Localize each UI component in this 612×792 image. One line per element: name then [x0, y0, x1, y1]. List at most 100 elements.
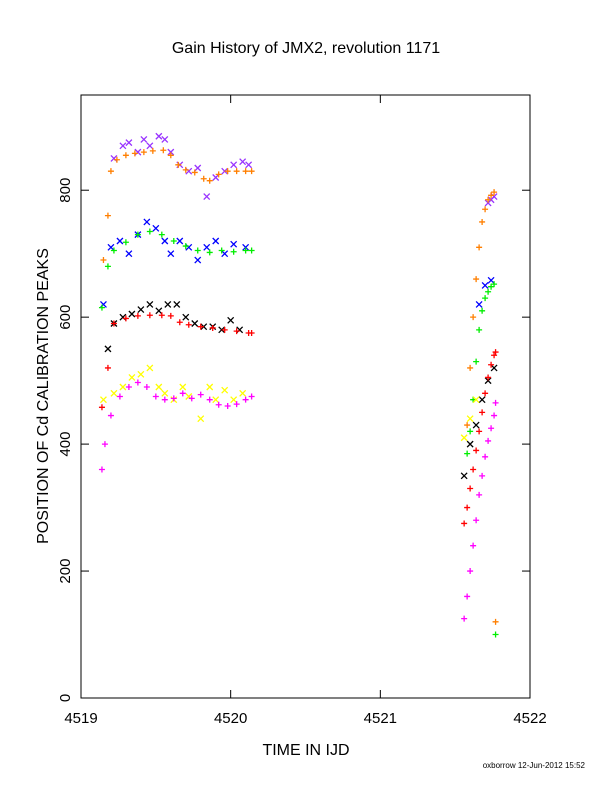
data-point	[104, 263, 111, 270]
data-point	[212, 174, 220, 181]
x-axis-label: TIME IN IJD	[262, 742, 349, 759]
data-point	[137, 370, 145, 378]
data-point	[134, 231, 141, 238]
data-point	[188, 395, 195, 402]
data-point	[191, 320, 199, 327]
data-point	[167, 148, 175, 156]
data-point	[161, 389, 169, 397]
data-point	[479, 218, 486, 225]
data-point	[191, 169, 198, 176]
series-3	[98, 228, 499, 638]
data-point	[194, 256, 202, 264]
data-point	[185, 167, 193, 175]
data-point	[242, 168, 249, 175]
data-point	[182, 243, 189, 250]
data-point	[155, 307, 163, 315]
data-point	[215, 171, 222, 178]
data-point	[134, 148, 142, 156]
data-point	[478, 396, 486, 404]
data-point	[464, 422, 471, 429]
data-point	[104, 345, 112, 353]
data-point	[110, 155, 118, 162]
data-point	[100, 257, 107, 264]
data-point	[206, 396, 213, 403]
series-1	[100, 147, 499, 625]
data-point	[485, 288, 492, 295]
x-tick-label: 4520	[214, 710, 247, 727]
data-point	[221, 386, 229, 394]
data-point	[206, 177, 213, 184]
data-point	[197, 323, 204, 330]
data-point	[107, 243, 115, 251]
data-point	[161, 135, 169, 143]
data-point	[492, 618, 499, 625]
data-point	[152, 393, 159, 400]
series-6	[99, 364, 480, 442]
data-point	[149, 147, 156, 154]
x-tick-label: 4519	[64, 710, 97, 727]
data-point	[170, 237, 177, 244]
data-point	[212, 396, 220, 404]
data-point	[203, 243, 211, 251]
data-point	[492, 349, 499, 356]
data-point	[472, 396, 480, 404]
data-point	[143, 383, 150, 390]
data-point	[242, 396, 249, 403]
data-point	[146, 228, 153, 235]
data-point	[473, 358, 480, 365]
data-point	[125, 383, 132, 390]
data-point	[248, 330, 255, 337]
data-point	[104, 212, 111, 219]
data-point	[479, 409, 486, 416]
data-point	[476, 491, 483, 498]
chart-title: Gain History of JMX2, revolution 1171	[172, 40, 440, 57]
data-point	[464, 593, 471, 600]
data-point	[218, 247, 225, 254]
data-point	[119, 313, 127, 321]
footer-stamp: oxborrow 12-Jun-2012 15:52	[483, 761, 586, 770]
data-point	[206, 249, 213, 256]
data-point	[128, 310, 136, 318]
data-point	[176, 237, 184, 245]
data-point	[98, 404, 105, 411]
data-point	[488, 425, 495, 432]
data-point	[125, 250, 133, 258]
data-point	[230, 396, 238, 404]
data-point	[182, 313, 190, 321]
data-point	[128, 373, 136, 381]
data-point	[460, 472, 468, 480]
data-point	[197, 391, 204, 398]
data-point	[476, 244, 483, 251]
data-point	[107, 412, 114, 419]
series-2	[99, 218, 495, 308]
data-point	[185, 243, 193, 251]
data-point	[152, 224, 160, 232]
series-7	[98, 379, 499, 622]
data-point	[475, 301, 483, 308]
data-point	[473, 517, 480, 524]
data-point	[143, 218, 151, 226]
data-point	[161, 396, 168, 403]
data-point	[155, 132, 163, 140]
data-point	[248, 393, 255, 400]
data-point	[470, 542, 477, 549]
data-point	[194, 247, 201, 254]
data-point	[492, 399, 499, 406]
data-point	[476, 428, 483, 435]
data-point	[485, 196, 492, 203]
data-point	[470, 396, 477, 403]
data-point	[470, 466, 477, 473]
data-point	[491, 281, 498, 288]
data-point	[146, 312, 153, 319]
data-point	[233, 401, 240, 408]
data-point	[146, 142, 154, 150]
data-point	[134, 379, 141, 386]
data-point	[248, 168, 255, 175]
y-tick-label: 0	[57, 694, 74, 702]
data-point	[125, 139, 133, 147]
data-point	[233, 168, 240, 175]
data-point	[146, 301, 154, 308]
data-point	[197, 415, 205, 423]
data-point	[98, 466, 105, 473]
data-point	[242, 247, 249, 254]
